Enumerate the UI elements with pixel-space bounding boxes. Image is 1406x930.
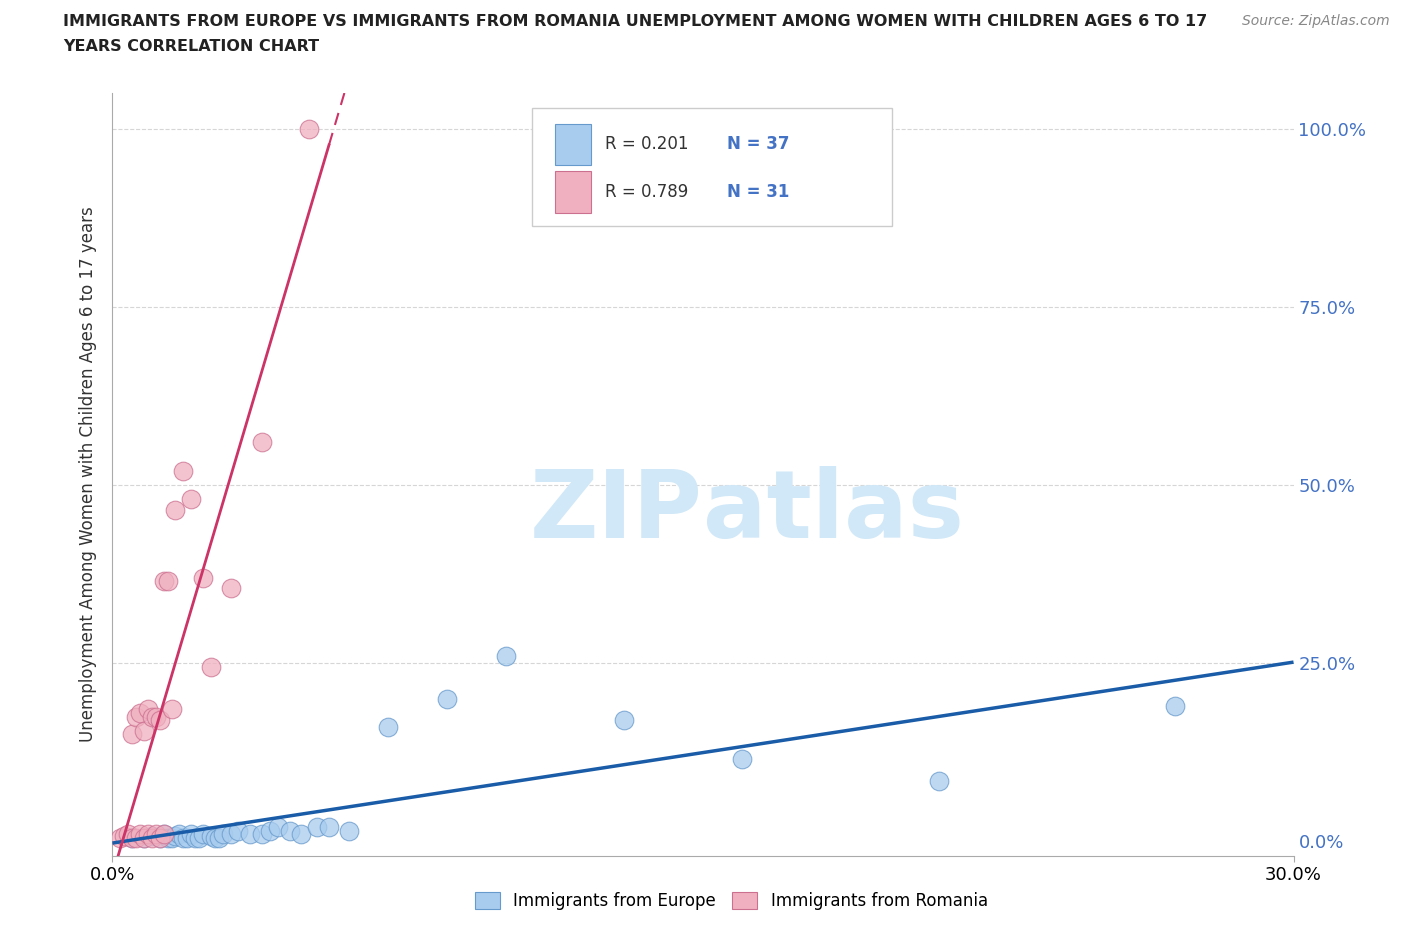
Text: Source: ZipAtlas.com: Source: ZipAtlas.com <box>1241 14 1389 28</box>
Point <box>180 492 202 507</box>
Point <box>125 710 148 724</box>
Bar <box>555 171 591 213</box>
Point <box>132 724 155 738</box>
Point <box>307 819 329 834</box>
Point <box>152 574 174 589</box>
Point <box>112 829 135 844</box>
Point <box>250 827 273 842</box>
Point <box>278 823 301 838</box>
Point <box>160 702 183 717</box>
Point <box>141 830 163 845</box>
Point <box>250 435 273 450</box>
Point <box>208 830 231 845</box>
Point <box>928 774 950 789</box>
Point <box>132 830 155 845</box>
Point <box>145 827 167 842</box>
Point <box>165 829 187 844</box>
Point <box>152 827 174 842</box>
Point <box>129 706 152 721</box>
Point <box>267 819 290 834</box>
Point <box>121 830 143 845</box>
Point <box>180 827 202 842</box>
Point <box>149 712 172 727</box>
Bar <box>555 124 591 166</box>
Point <box>110 830 132 845</box>
Point <box>129 827 152 842</box>
Point <box>318 819 340 834</box>
Point <box>188 830 211 845</box>
Point <box>172 463 194 478</box>
Point <box>125 830 148 845</box>
Point <box>152 827 174 842</box>
Point <box>259 823 281 838</box>
Point <box>132 830 155 845</box>
Point <box>191 827 214 842</box>
Point <box>172 830 194 845</box>
Point <box>200 829 222 844</box>
Point <box>298 121 321 136</box>
Point <box>169 827 191 842</box>
Point <box>239 827 262 842</box>
Text: N = 37: N = 37 <box>727 136 789 153</box>
Point <box>136 702 159 717</box>
Text: R = 0.789: R = 0.789 <box>605 183 688 201</box>
Point <box>204 830 226 845</box>
Text: N = 31: N = 31 <box>727 183 789 201</box>
Point <box>121 727 143 742</box>
Point <box>141 710 163 724</box>
Point <box>145 710 167 724</box>
FancyBboxPatch shape <box>531 108 891 227</box>
Point <box>141 829 163 844</box>
Point <box>165 502 187 517</box>
Point <box>228 823 250 838</box>
Point <box>219 581 242 596</box>
Point <box>156 830 179 845</box>
Text: IMMIGRANTS FROM EUROPE VS IMMIGRANTS FROM ROMANIA UNEMPLOYMENT AMONG WOMEN WITH : IMMIGRANTS FROM EUROPE VS IMMIGRANTS FRO… <box>63 14 1208 29</box>
Point <box>613 712 636 727</box>
Point <box>176 830 198 845</box>
Text: YEARS CORRELATION CHART: YEARS CORRELATION CHART <box>63 39 319 54</box>
Point <box>1164 698 1187 713</box>
Point <box>160 830 183 845</box>
Point <box>156 574 179 589</box>
Text: atlas: atlas <box>703 467 965 558</box>
Point <box>200 659 222 674</box>
Y-axis label: Unemployment Among Women with Children Ages 6 to 17 years: Unemployment Among Women with Children A… <box>79 206 97 742</box>
Point <box>290 827 312 842</box>
Point <box>436 691 458 706</box>
Point <box>184 830 207 845</box>
Point <box>191 570 214 585</box>
Legend: Immigrants from Europe, Immigrants from Romania: Immigrants from Europe, Immigrants from … <box>468 885 994 917</box>
Point <box>337 823 360 838</box>
Point <box>731 752 754 767</box>
Point <box>117 827 139 842</box>
Point <box>211 827 233 842</box>
Point <box>495 648 517 663</box>
Point <box>136 827 159 842</box>
Point <box>219 827 242 842</box>
Point <box>121 830 143 845</box>
Point <box>149 830 172 845</box>
Point <box>377 720 399 735</box>
Text: ZIP: ZIP <box>530 467 703 558</box>
Point <box>149 830 172 845</box>
Text: R = 0.201: R = 0.201 <box>605 136 689 153</box>
